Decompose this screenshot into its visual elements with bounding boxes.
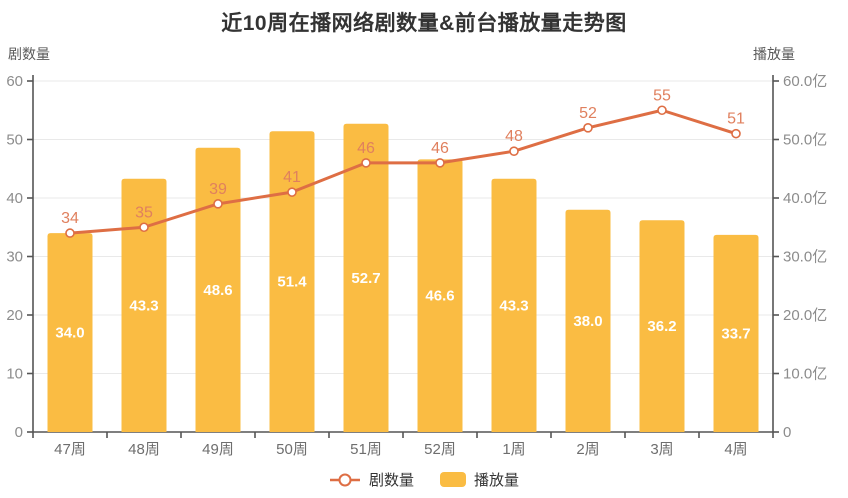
bar-value-label: 34.0 — [55, 325, 84, 342]
y-axis-tick-label-left: 40 — [6, 190, 23, 207]
bar[interactable] — [195, 147, 241, 432]
bar[interactable] — [121, 178, 167, 432]
bar-value-label: 46.6 — [425, 288, 454, 305]
line-marker[interactable] — [287, 187, 297, 197]
legend-label-line-series: 剧数量 — [368, 472, 414, 489]
y-axis-tick-label-left: 10 — [6, 366, 23, 383]
x-axis-tick-label: 49周 — [202, 441, 234, 458]
legend-item-bar-series[interactable]: 播放量 — [440, 469, 519, 490]
y-axis-tick-label-left: 60 — [6, 73, 23, 90]
line-value-label: 55 — [653, 87, 671, 104]
y-axis-tick-label-left: 20 — [6, 307, 23, 324]
line-value-label: 51 — [727, 111, 745, 128]
bar[interactable] — [417, 159, 463, 432]
line-value-label: 52 — [579, 105, 597, 122]
line-value-label: 39 — [209, 181, 227, 198]
bar-value-label: 33.7 — [721, 325, 750, 342]
bar[interactable] — [639, 220, 685, 432]
bar-value-label: 43.3 — [499, 297, 528, 314]
y-axis-tick-label-right: 40.0亿 — [783, 190, 827, 207]
line-marker[interactable] — [435, 158, 445, 168]
line-marker[interactable] — [731, 128, 741, 139]
x-axis-tick-label: 52周 — [424, 441, 456, 458]
bar[interactable] — [491, 178, 537, 432]
line-value-label: 41 — [283, 169, 301, 186]
bar-value-label: 43.3 — [129, 297, 158, 314]
y-axis-tick-label-right: 20.0亿 — [783, 307, 827, 324]
bar[interactable] — [565, 209, 611, 432]
x-axis-tick-label: 1周 — [502, 441, 525, 458]
x-axis-tick-label: 51周 — [350, 441, 382, 458]
y-axis-tick-label-right: 60.0亿 — [783, 73, 827, 90]
line-value-label: 46 — [431, 140, 449, 157]
line-marker[interactable] — [657, 105, 667, 116]
line-value-label: 34 — [61, 210, 79, 227]
line-value-label: 46 — [357, 140, 375, 157]
y-axis-tick-label-right: 50.0亿 — [783, 132, 827, 149]
line-marker[interactable] — [139, 222, 149, 233]
x-axis-tick-label: 3周 — [650, 441, 673, 458]
legend: 剧数量 播放量 — [0, 469, 848, 490]
bar[interactable] — [269, 131, 315, 432]
line-marker[interactable] — [361, 158, 371, 168]
line-value-label: 35 — [135, 204, 153, 221]
bar[interactable] — [47, 233, 93, 432]
line-series-marker-icon — [329, 473, 360, 486]
chart-title: 近10周在播网络剧数量&前台播放量走势图 — [221, 12, 627, 35]
line-value-label: 48 — [505, 128, 523, 145]
y-axis-tick-label-right: 10.0亿 — [783, 366, 827, 383]
right-axis-name: 播放量 — [753, 46, 795, 62]
y-axis-tick-label-right: 30.0亿 — [783, 249, 827, 266]
x-axis-tick-label: 4周 — [724, 441, 747, 458]
y-axis-tick-label-left: 50 — [6, 132, 23, 149]
line-marker[interactable] — [509, 146, 519, 156]
legend-label-bar-series: 播放量 — [474, 472, 520, 489]
x-axis-tick-label: 2周 — [576, 441, 599, 458]
x-axis-tick-label: 47周 — [54, 441, 86, 458]
line-marker[interactable] — [65, 228, 75, 238]
line-marker[interactable] — [583, 123, 593, 133]
bar-value-label: 48.6 — [203, 282, 232, 299]
y-axis-tick-label-left: 0 — [15, 424, 23, 441]
x-axis-tick-label: 50周 — [276, 441, 308, 458]
trend-line[interactable] — [68, 108, 738, 235]
bar-value-label: 52.7 — [351, 270, 380, 287]
bar[interactable] — [713, 234, 759, 432]
x-axis-tick-label: 48周 — [128, 441, 160, 458]
y-axis-tick-label-left: 30 — [6, 249, 23, 266]
legend-item-line-series[interactable]: 剧数量 — [329, 469, 414, 490]
bar-value-label: 38.0 — [573, 313, 602, 330]
left-axis-name: 剧数量 — [8, 46, 50, 62]
line-marker[interactable] — [213, 199, 223, 209]
bar-series-marker-icon — [440, 472, 466, 487]
bar-value-label: 36.2 — [647, 318, 676, 335]
bar[interactable] — [343, 123, 389, 432]
y-axis-tick-label-right: 0 — [783, 424, 791, 441]
bar-value-label: 51.4 — [277, 274, 307, 291]
